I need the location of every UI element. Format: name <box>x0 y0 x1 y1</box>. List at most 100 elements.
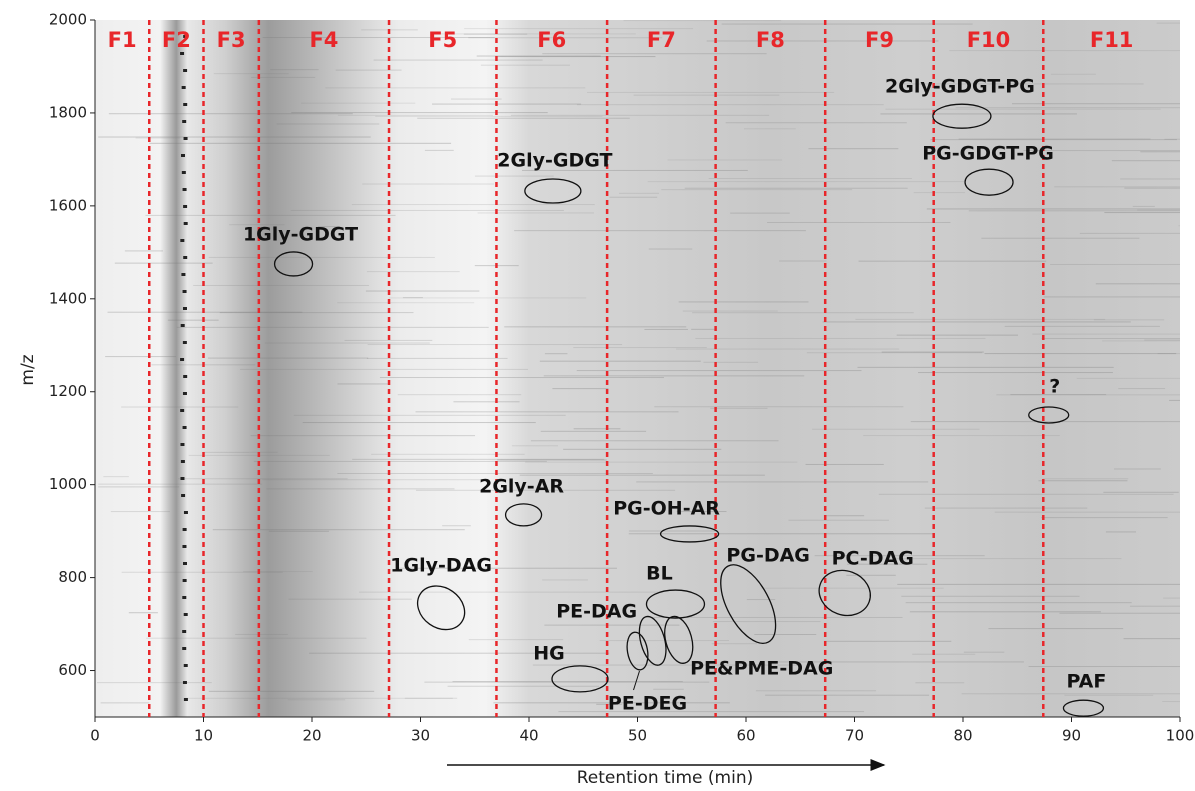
texture-streak <box>184 613 188 616</box>
annotation-label: 1Gly-GDGT <box>243 223 358 245</box>
texture-streak <box>180 358 184 361</box>
texture-streak <box>301 103 415 104</box>
texture-streak <box>1059 613 1180 614</box>
texture-streak <box>180 52 184 55</box>
texture-streak <box>451 99 502 100</box>
texture-streak <box>469 639 563 640</box>
texture-streak <box>101 702 150 703</box>
texture-streak <box>1130 606 1180 607</box>
texture-streak <box>183 256 187 259</box>
texture-streak <box>927 208 1180 209</box>
texture-streak <box>779 261 826 262</box>
texture-streak <box>859 261 1047 262</box>
texture-streak <box>371 454 525 455</box>
texture-streak <box>338 115 493 116</box>
texture-streak <box>325 87 585 88</box>
texture-streak <box>563 449 721 450</box>
texture-streak <box>345 340 433 341</box>
y-tick-label: 1400 <box>49 289 87 307</box>
texture-streak <box>184 698 188 701</box>
texture-streak <box>184 137 188 140</box>
texture-streak <box>1077 378 1180 379</box>
texture-streak <box>452 681 682 682</box>
fraction-label: F8 <box>756 28 785 52</box>
texture-streak <box>1044 296 1180 297</box>
x-tick-label: 20 <box>302 727 321 745</box>
annotation-label: PC-DAG <box>832 547 914 569</box>
texture-streak <box>98 137 370 138</box>
texture-streak <box>525 462 797 463</box>
fraction-label: F11 <box>1090 28 1134 52</box>
annotation-label: ? <box>1049 375 1060 397</box>
texture-streak <box>691 329 716 330</box>
texture-streak <box>789 520 889 521</box>
texture-streak <box>910 611 1101 612</box>
annotation-label: 1Gly-DAG <box>390 554 492 576</box>
texture-streak <box>251 77 315 78</box>
texture-streak <box>761 588 943 589</box>
x-tick-label: 80 <box>953 727 972 745</box>
texture-streak <box>453 401 519 402</box>
texture-streak <box>213 529 465 530</box>
annotation-label: BL <box>646 563 673 585</box>
texture-streak <box>182 647 186 650</box>
texture-streak <box>181 324 185 327</box>
texture-streak <box>573 347 706 348</box>
texture-streak <box>1118 388 1165 389</box>
texture-streak <box>203 452 249 453</box>
texture-streak <box>981 238 1139 239</box>
texture-streak <box>375 116 602 117</box>
texture-streak <box>574 428 621 429</box>
texture-streak <box>442 525 471 526</box>
texture-streak <box>183 426 187 429</box>
texture-streak <box>182 596 186 599</box>
x-axis-label: Retention time (min) <box>577 768 754 788</box>
texture-streak <box>918 372 1113 373</box>
texture-streak <box>713 621 821 622</box>
texture-streak <box>254 461 547 462</box>
texture-streak <box>629 530 718 531</box>
texture-streak <box>478 212 594 213</box>
texture-streak <box>1051 74 1096 75</box>
y-tick-label: 1600 <box>49 196 87 214</box>
texture-streak <box>183 562 187 565</box>
texture-streak <box>182 120 186 123</box>
texture-streak <box>183 579 187 582</box>
texture-streak <box>823 321 1131 322</box>
texture-streak <box>707 40 939 41</box>
annotation-label: PE&PME-DAG <box>690 657 833 679</box>
texture-streak <box>416 411 679 412</box>
texture-streak <box>266 488 454 489</box>
texture-streak <box>914 192 965 193</box>
texture-streak <box>649 249 693 250</box>
texture-streak <box>208 358 368 359</box>
texture-streak <box>931 139 1177 140</box>
texture-streak <box>587 92 834 93</box>
texture-streak <box>1133 206 1155 207</box>
annotation-label: 2Gly-AR <box>479 475 564 497</box>
texture-streak <box>182 630 186 633</box>
fraction-label: F6 <box>537 28 566 52</box>
texture-streak <box>129 612 158 613</box>
texture-streak <box>511 115 769 116</box>
texture-streak <box>894 558 1121 559</box>
texture-streak <box>362 184 494 185</box>
texture-streak <box>863 435 1060 436</box>
texture-streak <box>109 113 353 114</box>
x-tick-label: 70 <box>845 727 864 745</box>
texture-streak <box>726 122 907 123</box>
texture-streak <box>1012 103 1180 104</box>
texture-streak <box>209 257 435 258</box>
texture-streak <box>703 362 758 363</box>
texture-streak <box>98 486 179 487</box>
texture-streak <box>481 65 570 66</box>
texture-streak <box>1124 188 1180 189</box>
annotation-label: HG <box>533 642 565 664</box>
texture-streak <box>545 353 568 354</box>
texture-streak <box>1041 338 1180 339</box>
texture-streak <box>380 377 664 378</box>
texture-streak <box>269 531 329 532</box>
texture-streak <box>710 408 767 409</box>
texture-streak <box>709 178 912 179</box>
texture-streak <box>897 584 1180 585</box>
